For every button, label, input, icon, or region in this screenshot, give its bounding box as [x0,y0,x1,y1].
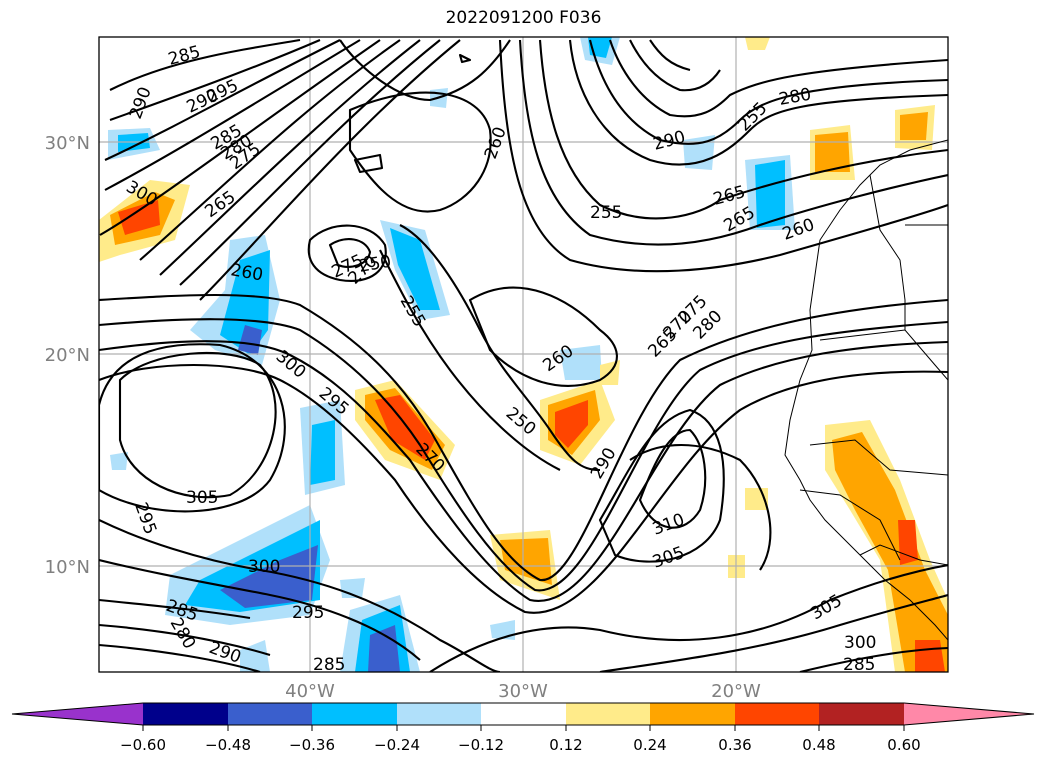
colorbar-segment [228,703,312,725]
colorbar-tick-label: −0.60 [120,736,166,754]
colorbar-segment [397,703,481,725]
lon-labels: 40°W 30°W 20°W [285,681,761,702]
contour-label-group: 285 290 290 295 285 280 275 300 265 260 … [123,42,877,675]
contour-label: 305 [186,488,218,508]
colorbar-tick-label: 0.12 [549,736,582,754]
map-content: 285 290 290 295 285 280 275 300 265 260 … [99,37,948,675]
colorbar-tick-label: −0.24 [374,736,420,754]
contour-label: 300 [844,633,876,653]
plot-title: 2022091200 F036 [445,8,602,28]
lat-label-10n: 10°N [45,557,90,578]
colorbar-tick-label: −0.48 [205,736,251,754]
contour-label: 255 [590,203,622,223]
map-frame [98,36,949,673]
colorbar-segment [735,703,819,725]
colorbar-tick-label: 0.24 [633,736,666,754]
contour-label: 285 [313,655,345,675]
lon-label-40w: 40°W [285,681,335,702]
contour-label: 295 [292,603,324,623]
colorbar-extend-low [12,703,143,725]
colorbar-segment [566,703,650,725]
colorbar-segment [650,703,735,725]
lon-label-30w: 30°W [498,681,548,702]
colorbar-tick-label: −0.36 [289,736,335,754]
contour-lines [99,38,948,672]
lat-label-20n: 20°N [45,345,90,366]
colorbar-tick-label: 0.36 [718,736,751,754]
colorbar-segment [819,703,904,725]
coastline [784,139,948,641]
colorbar-tick-label: 0.48 [802,736,835,754]
colorbar-extend-high [904,703,1034,725]
colorbar: −0.60 −0.48 −0.36 −0.24 −0.12 0.12 0.24 … [11,702,1035,754]
colorbar-tick-labels: −0.60 −0.48 −0.36 −0.24 −0.12 0.12 0.24 … [120,736,921,754]
lon-label-20w: 20°W [711,681,761,702]
contour-label: 285 [843,655,875,675]
colorbar-segment [312,703,397,725]
colorbar-segment [481,703,566,725]
colorbar-segment [143,703,228,725]
lat-label-30n: 30°N [45,133,90,154]
lat-labels: 30°N 20°N 10°N [45,133,90,578]
colorbar-tick-label: −0.12 [458,736,504,754]
colorbar-tick-label: 0.60 [887,736,920,754]
colorbar-tick-marks [142,725,905,731]
contour-label: 300 [248,557,280,577]
